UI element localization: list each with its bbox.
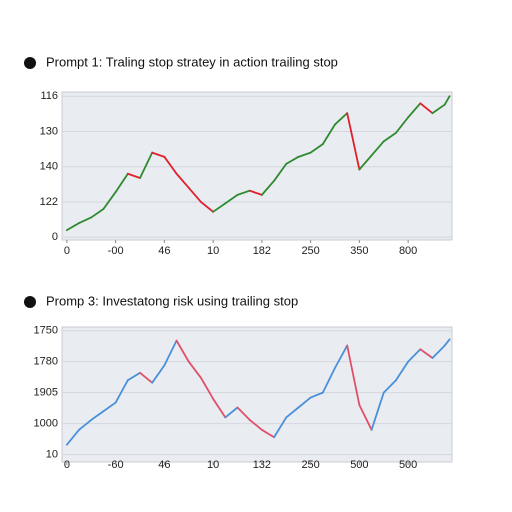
- price-segment: [200, 201, 215, 213]
- price-segment: [90, 410, 105, 421]
- x-tick-label: 350: [350, 245, 368, 257]
- bullet: [24, 296, 36, 308]
- price-segment: [285, 155, 300, 165]
- y-tick-label: 0: [52, 231, 58, 243]
- price-segment: [370, 391, 385, 431]
- price-segment: [443, 95, 451, 106]
- price-segment: [65, 428, 80, 446]
- price-segment: [114, 379, 129, 404]
- price-segment: [382, 131, 397, 143]
- price-segment: [309, 143, 324, 154]
- chart-title: Promp 3: Investatong risk using trailing…: [46, 293, 298, 308]
- price-segment: [187, 360, 202, 379]
- price-segment: [151, 364, 166, 384]
- price-segment: [139, 151, 154, 179]
- price-segment: [297, 151, 312, 158]
- price-segment: [419, 348, 434, 359]
- plot-area: [61, 91, 453, 241]
- plot-area: [61, 326, 453, 463]
- price-segment: [309, 391, 324, 399]
- price-segment: [334, 344, 349, 369]
- price-segment: [407, 102, 422, 119]
- price-segment: [102, 191, 117, 210]
- price-segment: [431, 344, 446, 359]
- price-segment: [260, 179, 275, 196]
- price-segment: [260, 428, 275, 439]
- y-tick-label: 1000: [34, 418, 58, 430]
- price-segment: [248, 189, 263, 196]
- price-segment: [224, 193, 239, 205]
- price-segment: [443, 338, 451, 347]
- x-tick-label: 10: [207, 245, 219, 257]
- price-segment: [114, 172, 129, 193]
- price-segment: [358, 404, 373, 431]
- y-tick-label: 122: [40, 196, 58, 208]
- x-tick-label: 800: [399, 245, 417, 257]
- price-segment: [236, 406, 251, 421]
- x-tick-label: 182: [253, 245, 271, 257]
- price-segment: [151, 151, 166, 158]
- price-segment: [419, 102, 434, 115]
- x-tick-label: 250: [301, 245, 319, 257]
- price-segment: [297, 396, 312, 409]
- price-segment: [382, 379, 397, 394]
- price-segment: [126, 172, 141, 179]
- price-segment: [90, 208, 105, 219]
- price-segment: [187, 186, 202, 203]
- price-segment: [175, 339, 190, 363]
- chart-title: Prompt 1: Traling stop stratey in action…: [46, 54, 338, 69]
- price-segment: [346, 112, 361, 171]
- price-segment: [334, 112, 349, 126]
- price-segment: [346, 344, 361, 406]
- x-tick-label: 0: [64, 245, 70, 257]
- price-segment: [78, 418, 93, 431]
- y-tick-label: 130: [40, 125, 58, 137]
- price-segment: [321, 366, 336, 394]
- price-segment: [163, 155, 178, 175]
- y-tick-label: 1750: [34, 325, 58, 337]
- price-segment: [248, 418, 263, 431]
- price-segment: [273, 416, 288, 439]
- price-segment: [126, 371, 141, 382]
- y-tick-label: 1905: [34, 387, 58, 399]
- price-segment: [370, 140, 385, 157]
- price-segment: [224, 406, 239, 419]
- price-segment: [175, 172, 190, 189]
- price-segment: [102, 401, 117, 413]
- x-tick-label: -00: [108, 245, 124, 257]
- y-tick-label: 140: [40, 161, 58, 173]
- x-tick-label: 46: [158, 245, 170, 257]
- price-segment: [285, 406, 300, 419]
- y-tick-label: 10: [46, 448, 58, 460]
- y-tick-label: 1780: [34, 356, 58, 368]
- price-segment: [358, 154, 373, 171]
- price-segment: [163, 339, 178, 367]
- bullet: [24, 57, 36, 69]
- price-segment: [65, 222, 80, 232]
- price-segment: [78, 216, 93, 224]
- price-segment: [212, 397, 227, 419]
- price-segment: [236, 189, 251, 196]
- price-segment: [212, 202, 227, 213]
- price-segment: [273, 162, 288, 182]
- price-segment: [200, 376, 215, 400]
- price-segment: [321, 123, 336, 146]
- price-segment: [407, 348, 422, 363]
- price-segment: [395, 360, 410, 382]
- price-segment: [139, 371, 154, 384]
- price-segment: [431, 103, 446, 115]
- y-tick-label: 116: [40, 90, 58, 102]
- price-segment: [395, 116, 410, 134]
